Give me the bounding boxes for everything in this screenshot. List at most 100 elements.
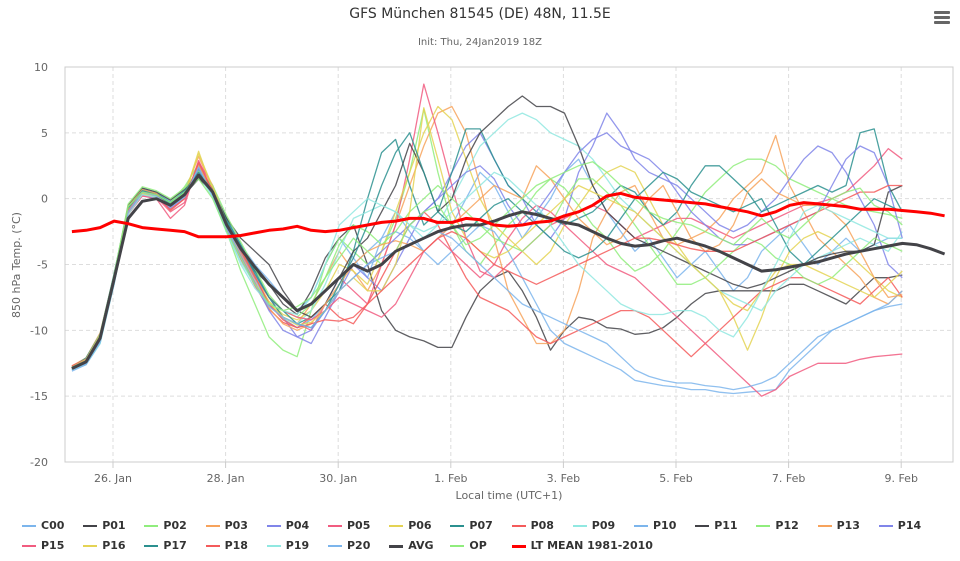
legend-swatch [634,525,648,527]
x-axis: 26. Jan 28. Jan 30. Jan 1. Feb 3. Feb 5. Feb 7… [94,462,918,485]
legend-swatch [572,525,587,527]
series-line-p09[interactable] [71,112,903,371]
legend-swatch [878,525,893,527]
legend-swatch [511,544,526,548]
legend-item-p11[interactable]: P11 [695,519,738,532]
legend-item-c00[interactable]: C00 [22,519,64,532]
legend-label: P20 [347,539,371,552]
legend-label: P11 [714,519,738,532]
x-tick-label: 7. Feb [772,472,805,485]
series-line-p18[interactable] [71,162,903,368]
legend-swatch [266,525,281,527]
legend-label: P14 [897,519,922,532]
series-group [71,83,946,397]
legend-swatch [695,525,710,527]
chart-subtitle: Init: Thu, 24Jan2019 18Z [417,37,543,48]
series-line-p20[interactable] [71,166,903,391]
legend-label: P18 [224,539,248,552]
legend-swatch [450,545,465,547]
y-tick-label: -20 [30,456,48,469]
series-line-op[interactable] [71,161,903,368]
legend-label: P03 [224,519,248,532]
legend-item-op[interactable]: OP [450,539,487,552]
legend-label: P08 [530,519,554,532]
legend-swatch [205,525,220,527]
legend-label: C00 [41,519,65,532]
series-line-lt-mean-1981-2010[interactable] [71,191,945,239]
y-tick-label: 10 [34,61,48,74]
legend-swatch [83,525,98,527]
legend-item-p02[interactable]: P02 [144,519,187,532]
series-line-p02[interactable] [71,108,903,370]
legend-item-p03[interactable]: P03 [205,519,248,532]
legend-label: P13 [836,519,860,532]
series-line-avg[interactable] [71,173,946,370]
legend-item-p17[interactable]: P17 [144,539,187,552]
legend-item-p10[interactable]: P10 [634,519,676,532]
legend-label: P15 [41,539,65,552]
legend-swatch [22,545,36,547]
legend-item-p18[interactable]: P18 [205,539,248,552]
plot-area-frame [64,66,954,463]
y-axis-label: 850 hPa Temp. (°C) [10,212,23,318]
legend-item-p20[interactable]: P20 [328,539,370,552]
legend-item-p06[interactable]: P06 [389,519,432,532]
legend-swatch [450,525,465,527]
legend-swatch [144,525,159,527]
legend-swatch [205,545,220,547]
x-axis-label: Local time (UTC+1) [456,489,563,502]
legend-label: P06 [408,519,432,532]
legend-swatch [389,525,404,527]
legend-label: OP [469,539,487,552]
x-tick-label: 9. Feb [884,472,917,485]
x-tick-label: 26. Jan [94,472,132,485]
y-tick-label: -5 [37,259,48,272]
y-tick-label: -15 [30,390,48,403]
legend-item-p04[interactable]: P04 [266,519,310,532]
x-tick-label: 1. Feb [434,472,467,485]
legend-item-avg[interactable]: AVG [389,539,434,552]
legend-swatch [328,545,342,547]
legend-label: P02 [163,519,187,532]
y-axis: 10 5 0 -5 -10 -15 -20 [30,61,48,469]
legend-swatch [83,545,98,547]
legend-label: P12 [775,519,799,532]
y-tick-label: 0 [41,193,48,206]
legend-item-p07[interactable]: P07 [450,519,493,532]
legend-item-p12[interactable]: P12 [756,519,799,532]
legend-item-p14[interactable]: P14 [878,519,922,532]
legend-label: LT MEAN 1981-2010 [530,539,653,552]
legend-item-p13[interactable]: P13 [817,519,860,532]
legend-swatch [389,544,404,548]
legend-item-p01[interactable]: P01 [83,519,126,532]
legend-label: P04 [285,519,310,532]
legend-label: P05 [347,519,371,532]
legend-item-p16[interactable]: P16 [83,539,126,552]
legend-swatch [817,525,832,527]
series-line-p07[interactable] [71,128,903,368]
legend-item-lt-mean-1981-2010[interactable]: LT MEAN 1981-2010 [511,539,653,552]
legend-swatch [511,525,526,527]
legend-swatch [22,525,36,527]
legend-item-p08[interactable]: P08 [511,519,554,532]
legend-label: AVG [408,539,434,552]
y-tick-label: 5 [41,127,48,140]
legend-swatch [756,525,771,527]
legend-label: P17 [163,539,187,552]
legend-item-p19[interactable]: P19 [266,539,309,552]
x-tick-label: 28. Jan [207,472,245,485]
chart-title: GFS München 81545 (DE) 48N, 11.5E [349,6,611,22]
x-tick-label: 30. Jan [319,472,357,485]
legend-swatch [266,545,281,547]
legend-item-p15[interactable]: P15 [22,539,64,552]
x-tick-label: 3. Feb [547,472,580,485]
x-tick-label: 5. Feb [659,472,692,485]
legend-item-p09[interactable]: P09 [572,519,616,532]
legend-item-p05[interactable]: P05 [328,519,370,532]
legend-swatch [144,545,159,547]
legend-label: P07 [469,519,493,532]
legend-label: P09 [591,519,616,532]
hamburger-menu-icon[interactable] [934,11,950,25]
legend-label: P10 [653,519,677,532]
